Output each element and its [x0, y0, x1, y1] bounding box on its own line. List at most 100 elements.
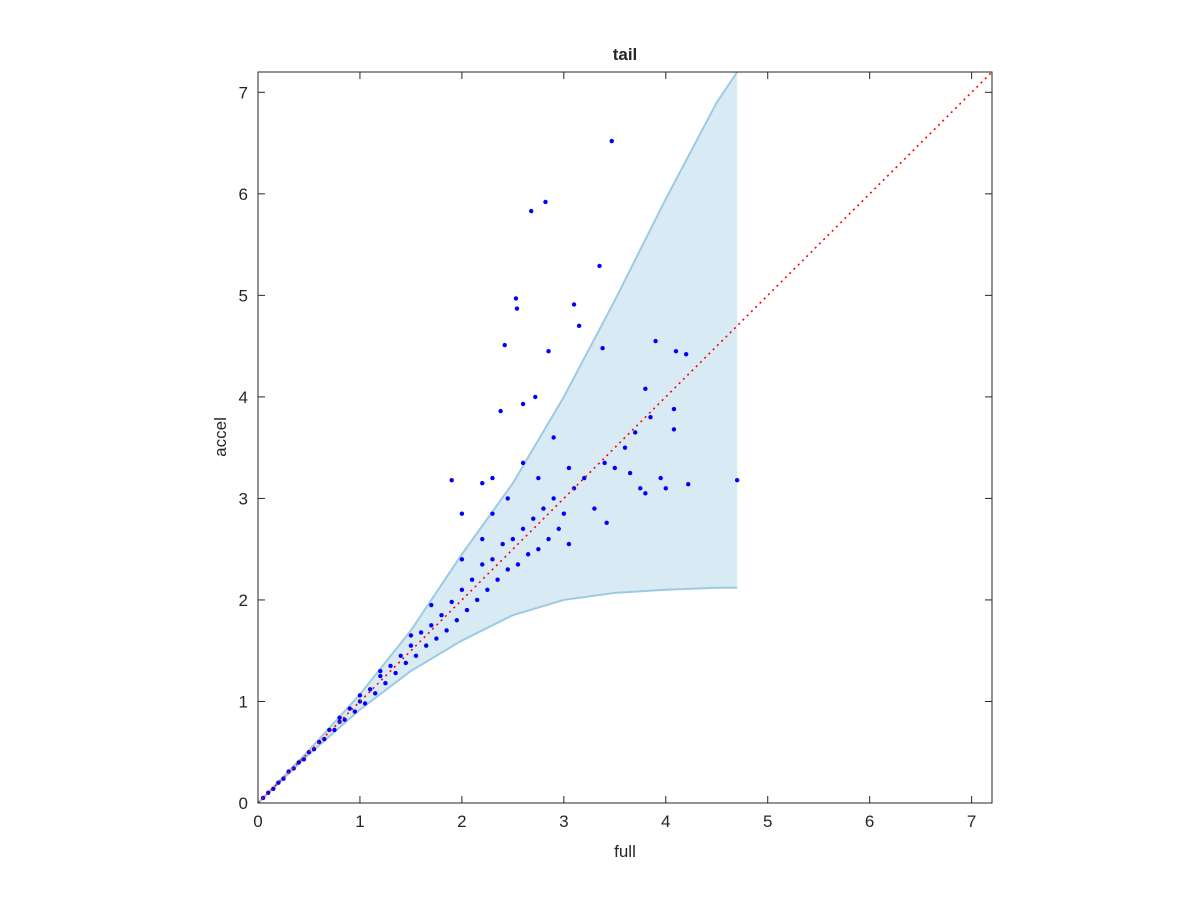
- point: [510, 536, 516, 542]
- point: [643, 491, 648, 496]
- point: [663, 486, 668, 491]
- point: [332, 727, 337, 733]
- point: [474, 597, 480, 603]
- point: [301, 757, 307, 762]
- point: [648, 414, 653, 420]
- point: [673, 349, 679, 354]
- point: [464, 607, 470, 613]
- point: [529, 208, 534, 214]
- y-tick-label: 4: [239, 388, 248, 407]
- point: [408, 643, 414, 648]
- band-edge: [257, 71, 738, 804]
- point: [602, 460, 607, 466]
- x-tick-label: 7: [967, 812, 976, 831]
- point: [520, 460, 526, 466]
- y-tick-label: 6: [239, 185, 248, 204]
- point: [383, 680, 388, 686]
- point: [424, 643, 429, 648]
- point: [357, 693, 363, 698]
- point: [398, 653, 403, 658]
- point: [571, 486, 577, 491]
- point: [459, 511, 465, 516]
- point: [322, 736, 327, 742]
- y-tick-label: 0: [239, 794, 248, 813]
- point: [514, 306, 520, 311]
- point: [658, 475, 663, 481]
- point: [536, 475, 541, 481]
- point: [571, 302, 577, 307]
- point: [393, 670, 398, 676]
- point: [734, 477, 740, 483]
- point: [490, 475, 495, 481]
- point: [638, 486, 643, 491]
- point: [498, 408, 503, 414]
- plot-frame: [257, 71, 993, 804]
- y-tick-label: 2: [239, 591, 248, 610]
- x-tick-label: 6: [865, 812, 874, 831]
- point: [449, 599, 454, 605]
- point: [388, 663, 393, 669]
- point: [609, 138, 614, 144]
- point: [449, 477, 454, 483]
- point: [597, 263, 602, 269]
- point: [686, 482, 691, 487]
- point: [520, 401, 526, 407]
- x-axis-label: full: [614, 842, 636, 861]
- point: [525, 552, 531, 557]
- point: [622, 445, 628, 450]
- chart-title: tail: [613, 45, 638, 64]
- point: [515, 562, 521, 567]
- point: [520, 526, 526, 532]
- point: [513, 296, 519, 301]
- point: [627, 470, 633, 476]
- point: [434, 636, 439, 641]
- point: [582, 475, 587, 481]
- point: [536, 546, 541, 552]
- point: [444, 628, 449, 633]
- point: [311, 746, 317, 752]
- point: [490, 511, 495, 516]
- x-tick-label: 1: [355, 812, 364, 831]
- point: [546, 536, 551, 542]
- point: [418, 630, 424, 635]
- point: [485, 587, 490, 592]
- reference-line: [257, 71, 993, 804]
- point: [373, 691, 378, 696]
- x-tick-label: 5: [763, 812, 772, 831]
- point: [480, 536, 485, 542]
- point: [362, 701, 368, 706]
- point: [378, 668, 383, 674]
- y-tick-label: 3: [239, 489, 248, 508]
- x-tick-label: 2: [457, 812, 466, 831]
- point: [551, 496, 556, 501]
- point: [566, 541, 572, 547]
- y-tick-label: 5: [239, 286, 248, 305]
- point: [347, 706, 352, 711]
- point: [604, 520, 609, 525]
- point: [459, 557, 465, 562]
- point: [495, 577, 500, 582]
- point: [671, 406, 677, 412]
- point: [592, 506, 597, 511]
- point: [352, 709, 358, 714]
- point: [459, 587, 465, 592]
- y-tick-label: 1: [239, 692, 248, 711]
- point: [556, 526, 561, 532]
- point: [480, 480, 485, 486]
- point: [408, 633, 414, 638]
- point: [566, 465, 572, 471]
- point: [632, 430, 638, 435]
- point: [403, 660, 409, 666]
- point: [490, 557, 495, 562]
- point: [612, 465, 618, 471]
- point: [531, 516, 536, 521]
- point: [337, 715, 342, 720]
- point: [505, 567, 510, 572]
- point: [306, 750, 312, 755]
- band-edge: [257, 586, 738, 804]
- point: [378, 673, 383, 679]
- point: [502, 342, 507, 348]
- point: [429, 602, 434, 608]
- band-area: [258, 72, 738, 803]
